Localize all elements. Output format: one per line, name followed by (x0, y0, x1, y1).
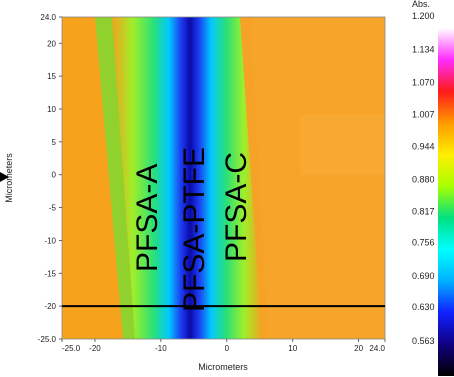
colorbar-tick-label: 0.944 (412, 142, 435, 152)
colorbar-tick-label: 1.070 (412, 77, 435, 87)
colorbar-ticks: 1.200 1.134 1.070 1.007 0.944 0.880 0.817 0.756… (412, 11, 435, 346)
pfsa-c-band (250, 17, 385, 339)
arrow-right-icon (0, 172, 9, 182)
heatmap-layer (62, 17, 385, 339)
region-label-pfsa-a: PFSA-A (131, 164, 164, 272)
colorbar-tick-label: 1.134 (412, 45, 435, 55)
y-axis-ticks: 24.0 20 15 10 5 0 -5 -10 -15 -20 -25.0 (38, 13, 62, 344)
region-label-pfsa-c: PFSA-C (220, 152, 253, 262)
x-tick-label: -25.0 (62, 344, 81, 353)
x-tick-label: -10 (155, 344, 167, 353)
x-tick-label: 0 (225, 344, 230, 353)
colorbar (438, 28, 454, 376)
y-tick-label: 15 (47, 72, 56, 81)
y-tick-label: 10 (47, 105, 56, 114)
y-tick-label: 0 (52, 171, 57, 180)
y-tick-label: 24.0 (40, 13, 56, 22)
pfsa-ptfe-band (112, 17, 262, 339)
colorbar-tick-label: 0.817 (412, 206, 435, 216)
y-tick-label: -10 (44, 236, 56, 245)
colorbar-tick-label: 0.880 (412, 174, 435, 184)
plot-frame (61, 16, 386, 340)
x-tick-label: 10 (288, 344, 297, 353)
pfsa-a-band (62, 17, 123, 339)
pfsa-c-blemish (300, 115, 385, 175)
y-tick-label: -25.0 (38, 335, 57, 344)
y-tick-label: -5 (49, 204, 57, 213)
x-axis-title: Micrometers (198, 362, 248, 372)
y-tick-label: 20 (47, 39, 56, 48)
x-tick-label: 20 (354, 344, 363, 353)
x-tick-label: 24.0 (369, 344, 385, 353)
y-tick-label: -15 (44, 269, 56, 278)
colorbar-tick-label: 1.200 (412, 11, 435, 21)
y-axis-title: Micrometers (4, 153, 14, 203)
colorbar-tick-label: 0.563 (412, 336, 435, 346)
colorbar-title: Abs. (412, 0, 430, 9)
y-tick-label: 5 (52, 138, 57, 147)
x-axis-ticks: -25.0 -20 -10 0 10 20 24.0 (61, 339, 386, 353)
region-label-pfsa-ptfe: PFSA-PTFE (178, 147, 211, 312)
y-tick-label: -20 (44, 302, 56, 311)
colorbar-tick-label: 0.756 (412, 238, 435, 248)
x-tick-label: -20 (89, 344, 101, 353)
colorbar-tick-label: 0.690 (412, 271, 435, 281)
colorbar-tick-label: 1.007 (412, 109, 435, 119)
colorbar-tick-label: 0.630 (412, 302, 435, 312)
